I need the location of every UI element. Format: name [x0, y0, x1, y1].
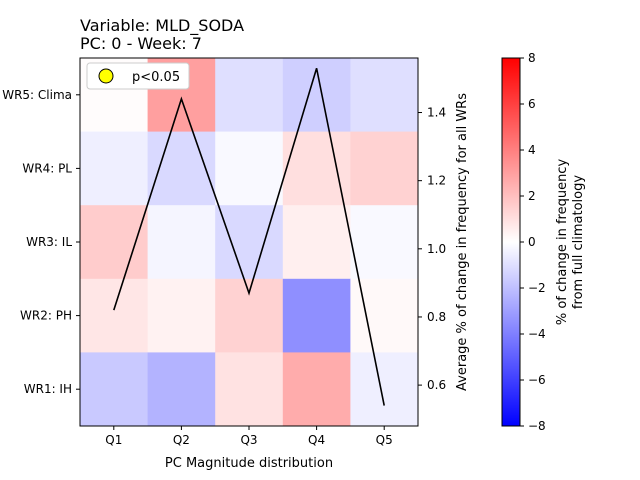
- heat-cell-wr5-q3: [215, 58, 284, 133]
- y-tick-label-left: WR1: IH: [24, 382, 72, 396]
- x-tick-label: Q3: [240, 433, 257, 447]
- y-tick-label-right: 1.4: [427, 106, 446, 120]
- legend-label: p<0.05: [132, 70, 180, 85]
- legend: p<0.05: [86, 62, 190, 90]
- x-tick-label: Q5: [376, 433, 393, 447]
- y-tick-label-right: 0.8: [427, 310, 446, 324]
- colorbar-label-line1: % of change in frequency: [555, 159, 570, 326]
- colorbar: [501, 57, 521, 427]
- x-tick-label: Q4: [308, 433, 325, 447]
- chart-title-line1: Variable: MLD_SODA: [80, 16, 244, 36]
- x-tick-label: Q2: [173, 433, 190, 447]
- heat-cell-wr3-q5: [350, 205, 419, 280]
- colorbar-tick-label: 8: [528, 51, 536, 65]
- heat-cell-wr3-q4: [282, 205, 351, 280]
- heat-cell-wr5-q5: [350, 58, 419, 133]
- heat-cell-wr1-q3: [215, 352, 284, 427]
- colorbar-tick-label: −2: [528, 281, 546, 295]
- x-tick-label: Q1: [105, 433, 122, 447]
- x-axis-label: PC Magnitude distribution: [165, 456, 333, 471]
- heat-cell-wr1-q4: [282, 352, 351, 427]
- colorbar-tick-label: −6: [528, 373, 546, 387]
- heat-cell-wr3-q2: [147, 205, 216, 280]
- colorbar-tick-label: −8: [528, 419, 546, 433]
- heat-cell-wr4-q3: [215, 131, 284, 206]
- y-tick-label-left: WR3: IL: [26, 235, 72, 249]
- y-axis-right: 1.4 1.2 1.0 0.8 0.6: [418, 106, 446, 392]
- y-tick-label-right: 1.0: [427, 242, 446, 256]
- colorbar-label-line2: from full climatology: [571, 175, 586, 309]
- colorbar-ticks: 8 6 4 2 0 −2 −4 −6 −8: [520, 51, 546, 433]
- heat-cell-wr2-q2: [147, 278, 216, 353]
- colorbar-tick-label: 4: [528, 143, 536, 157]
- heat-cell-wr4-q4: [282, 131, 351, 206]
- legend-marker: [98, 68, 114, 84]
- y-tick-label-left: WR2: PH: [20, 309, 72, 323]
- heat-cell-wr2-q4: [282, 278, 351, 353]
- heat-cell-wr1-q2: [147, 352, 216, 427]
- legend-box: [86, 62, 190, 90]
- chart-title-line2: PC: 0 - Week: 7: [80, 34, 202, 53]
- right-axis-label: Average % of change in frequency for all…: [455, 93, 470, 391]
- heat-cell-wr3-q1: [80, 205, 149, 280]
- colorbar-tick-label: −4: [528, 327, 546, 341]
- colorbar-tick-label: 0: [528, 235, 536, 249]
- heat-cell-wr4-q5: [350, 131, 419, 206]
- y-tick-label-right: 1.2: [427, 174, 446, 188]
- y-tick-label-right: 0.6: [427, 378, 446, 392]
- y-axis-left: WR5: Clima WR4: PL WR3: IL WR2: PH WR1: IH: [2, 88, 80, 396]
- heat-cell-wr2-q1: [80, 278, 149, 353]
- y-tick-label-left: WR4: PL: [22, 161, 72, 175]
- heat-cell-wr1-q5: [350, 352, 419, 427]
- x-axis: Q1 Q2 Q3 Q4 Q5: [105, 426, 393, 447]
- heat-cell-wr4-q1: [80, 131, 149, 206]
- average-change-line: [113, 67, 385, 406]
- heatmap-cells: [80, 58, 419, 427]
- y-tick-label-left: WR5: Clima: [2, 88, 72, 102]
- colorbar-tick-label: 2: [528, 189, 536, 203]
- heat-cell-wr3-q3: [215, 205, 284, 280]
- heat-cell-wr1-q1: [80, 352, 149, 427]
- colorbar-tick-label: 6: [528, 97, 536, 111]
